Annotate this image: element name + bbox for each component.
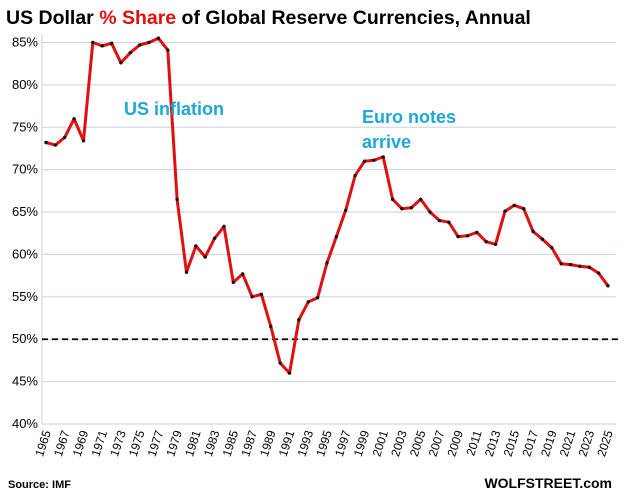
data-point (587, 265, 591, 269)
data-point (81, 139, 86, 143)
data-point (147, 40, 151, 45)
data-point (400, 207, 404, 211)
data-point (306, 300, 310, 304)
data-point (503, 209, 507, 213)
y-tick-label: 85% (12, 34, 38, 49)
data-point (550, 246, 554, 250)
data-point (531, 229, 535, 234)
data-point (578, 264, 582, 268)
data-point (456, 234, 460, 239)
series-line (44, 36, 610, 375)
title-part1: US Dollar (6, 7, 99, 29)
x-tick-label: 2025 (594, 428, 616, 458)
data-point (353, 173, 357, 178)
title-highlight: % Share (99, 7, 176, 29)
data-point (344, 208, 348, 212)
data-point (128, 51, 132, 55)
data-point (297, 318, 301, 322)
series-line-group (44, 36, 610, 375)
data-point (390, 197, 395, 201)
annotation-us-inflation: US inflation (124, 99, 224, 119)
annotation-euro-notes-line2: arrive (362, 132, 411, 152)
data-point (428, 210, 432, 214)
data-point (334, 234, 339, 239)
data-point (381, 155, 385, 159)
data-point (62, 135, 67, 140)
data-point (91, 40, 95, 45)
y-tick-label: 60% (12, 246, 38, 261)
data-point (409, 206, 413, 210)
title-part2: of Global Reserve Currencies, Annual (176, 7, 531, 29)
data-point (250, 295, 254, 299)
grid-lines (41, 34, 616, 425)
annotation-euro-notes-line1: Euro notes (362, 107, 456, 127)
data-point (540, 237, 545, 241)
data-point (512, 203, 516, 207)
data-point (465, 234, 470, 238)
data-point (109, 41, 114, 45)
data-point (231, 280, 235, 285)
data-point (44, 140, 48, 145)
data-point (606, 284, 610, 288)
data-point (212, 236, 217, 240)
data-point (259, 292, 264, 296)
data-point (475, 230, 479, 235)
data-point (278, 361, 282, 365)
data-points (44, 36, 610, 375)
data-point (362, 159, 367, 163)
data-point (175, 197, 179, 201)
data-point (419, 197, 423, 201)
data-point (596, 271, 601, 275)
data-point (119, 61, 123, 65)
x-axis-ticks: 1965196719691971197319751977197919811983… (32, 428, 616, 458)
data-point (241, 272, 245, 276)
data-point (559, 262, 563, 266)
data-point (437, 218, 442, 223)
data-point (222, 224, 226, 229)
data-point (156, 36, 161, 40)
data-point (72, 117, 76, 121)
data-point (493, 242, 498, 246)
data-point (568, 262, 573, 267)
y-tick-label: 40% (12, 416, 38, 431)
data-point (184, 270, 189, 274)
data-point (315, 296, 320, 300)
data-point (53, 143, 58, 147)
data-point (447, 220, 451, 224)
data-point (166, 48, 170, 52)
y-tick-label: 55% (12, 289, 38, 304)
y-tick-label: 65% (12, 204, 38, 219)
y-tick-label: 75% (12, 119, 38, 134)
data-point (522, 207, 526, 211)
data-point (484, 240, 488, 244)
data-point (325, 261, 329, 265)
data-point (269, 324, 273, 329)
data-point (194, 244, 198, 248)
y-tick-label: 70% (12, 162, 38, 177)
data-point (138, 43, 142, 47)
source-note: Source: IMF (8, 479, 71, 491)
y-tick-label: 45% (12, 374, 38, 389)
data-point (287, 371, 292, 375)
y-tick-label: 50% (12, 331, 38, 346)
y-tick-label: 80% (12, 77, 38, 92)
data-point (372, 158, 376, 162)
y-axis-ticks: 40% 45% 50% 55% 60% 65% 70% 75% 80% 85% (12, 34, 38, 431)
data-point (203, 255, 207, 259)
brand-watermark: WOLFSTREET.com (484, 475, 612, 491)
data-point (100, 44, 104, 48)
chart-title: US Dollar % Share of Global Reserve Curr… (6, 7, 531, 29)
